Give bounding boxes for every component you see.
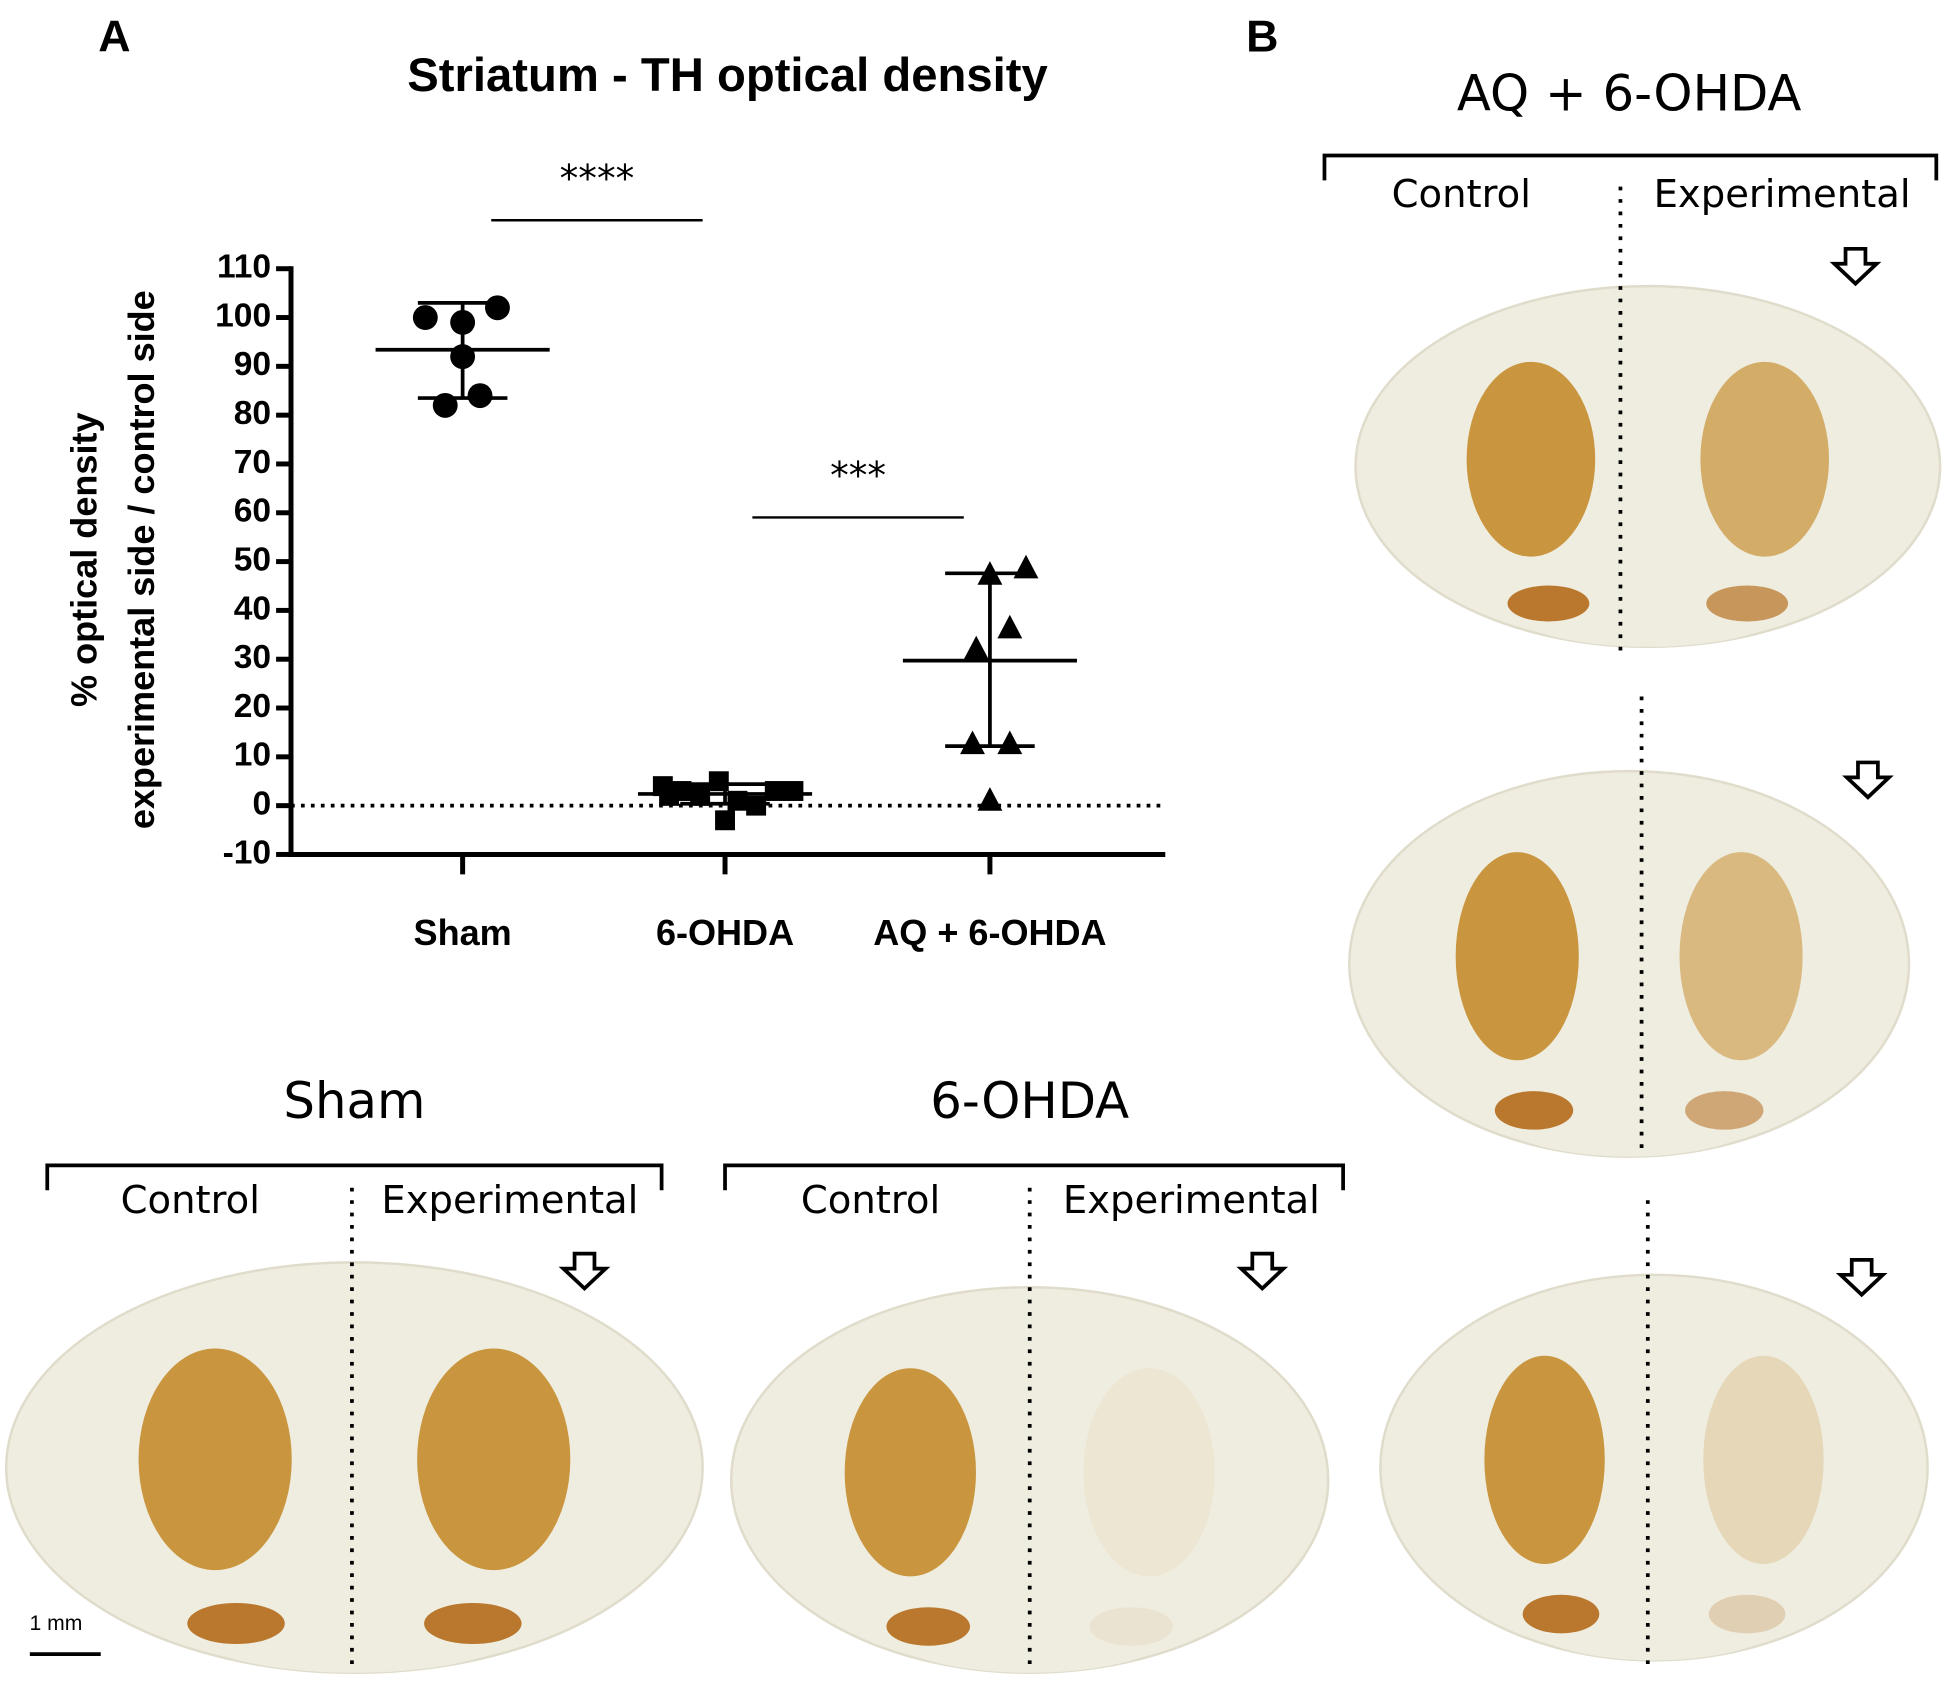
y-axis-label: % optical density <box>64 412 105 706</box>
striatum-ventral <box>1507 585 1590 622</box>
striatum-ventral <box>1089 1607 1173 1646</box>
y-tick-label: 20 <box>234 688 271 725</box>
data-point <box>783 781 804 801</box>
y-axis-label: experimental side / control side <box>121 290 162 829</box>
arrow <box>1835 1258 1888 1298</box>
arrow <box>1829 246 1882 287</box>
striatum-ventral <box>1494 1091 1574 1130</box>
brain-ventral <box>180 1574 529 1673</box>
data-point <box>690 785 711 806</box>
data-point <box>659 785 680 806</box>
striatum <box>138 1348 292 1571</box>
striatum-ventral <box>187 1602 285 1645</box>
striatum <box>1484 1355 1605 1564</box>
side-label: Control <box>1392 172 1531 217</box>
panel-label: A <box>98 12 130 62</box>
y-tick-label: 70 <box>234 444 271 481</box>
y-tick-label: 50 <box>234 541 271 578</box>
striatum <box>1083 1368 1215 1577</box>
striatum <box>1455 852 1579 1061</box>
x-tick-label: AQ + 6-OHDA <box>873 912 1106 953</box>
y-tick-label: 60 <box>234 493 271 530</box>
y-tick-label: -10 <box>223 834 272 871</box>
chart-title: Striatum - TH optical density <box>407 49 1048 102</box>
arrow <box>1842 760 1894 800</box>
data-point <box>746 795 767 816</box>
striatum <box>844 1368 976 1577</box>
data-point <box>977 787 1003 811</box>
striatum <box>1466 361 1596 557</box>
data-point <box>997 614 1023 639</box>
data-point <box>485 295 510 321</box>
x-tick-label: 6-OHDA <box>656 912 794 953</box>
side-label: Experimental <box>1063 1178 1320 1223</box>
group-title: Sham <box>283 1072 425 1130</box>
striatum <box>1703 1355 1824 1564</box>
y-tick-label: 110 <box>217 249 271 286</box>
striatum-ventral <box>1706 585 1789 622</box>
y-tick-label: 100 <box>215 297 271 334</box>
striatum-ventral <box>424 1602 522 1645</box>
data-point <box>412 305 438 330</box>
significance-label: **** <box>560 156 635 200</box>
striatum-ventral <box>1685 1091 1764 1130</box>
data-point <box>467 383 493 409</box>
y-tick-label: 90 <box>234 346 271 383</box>
brain-ventral <box>1489 1064 1770 1157</box>
significance-label: *** <box>830 453 886 497</box>
striatum-ventral <box>886 1607 971 1646</box>
y-tick-label: 0 <box>252 786 271 823</box>
data-point <box>963 635 989 660</box>
striatum-ventral <box>1522 1594 1600 1634</box>
panel-label: B <box>1246 12 1278 62</box>
bracket <box>723 1163 1345 1191</box>
x-tick-label: Sham <box>414 912 512 953</box>
striatum <box>417 1348 571 1571</box>
group-title: 6-OHDA <box>930 1072 1129 1130</box>
brain-ventral <box>1501 560 1794 647</box>
striatum <box>1700 361 1829 557</box>
y-tick-label: 30 <box>234 639 271 676</box>
y-tick-label: 10 <box>234 737 271 774</box>
striatum <box>1679 852 1803 1061</box>
side-label: Control <box>801 1178 940 1223</box>
bracket <box>1322 153 1939 181</box>
arrow <box>558 1251 611 1292</box>
y-tick-label: 40 <box>234 590 271 627</box>
bracket <box>45 1163 664 1191</box>
group-title: AQ + 6-OHDA <box>1457 65 1802 123</box>
scale-bar-label: 1 mm <box>30 1612 83 1635</box>
side-label: Experimental <box>381 1178 638 1223</box>
y-tick-label: 80 <box>234 395 271 432</box>
data-point <box>997 730 1023 755</box>
side-label: Control <box>121 1178 260 1223</box>
data-point <box>960 730 985 755</box>
arrow <box>1236 1251 1289 1292</box>
data-point <box>715 810 735 831</box>
striatum-ventral <box>1708 1594 1786 1634</box>
brain-ventral <box>1517 1567 1791 1661</box>
side-label: Experimental <box>1654 172 1911 217</box>
